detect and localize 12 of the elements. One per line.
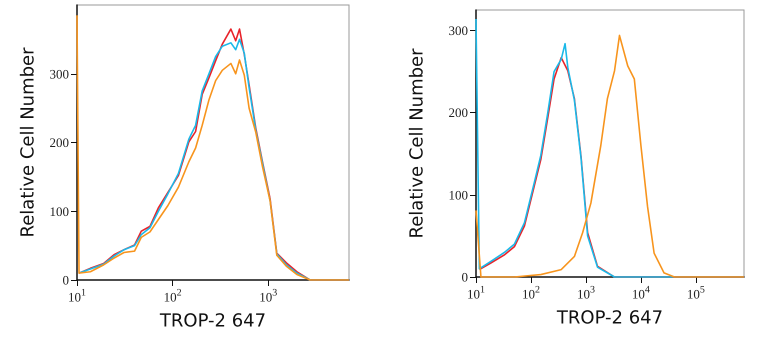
y-tick-label: 100 — [50, 204, 69, 219]
x-axis-title: TROP-2 647 — [556, 308, 664, 328]
y-tick-label: 200 — [50, 135, 69, 150]
y-tick-label: 100 — [448, 187, 468, 202]
y-tick-label: 300 — [50, 66, 69, 82]
y-axis-title: Relative Cell Number — [406, 48, 428, 238]
y-axis-title: Relative Cell Number — [18, 46, 38, 238]
y-tick-label: 0 — [462, 270, 468, 284]
y-tick-label: 300 — [448, 23, 468, 38]
y-tick-label: 200 — [448, 105, 468, 120]
y-tick-label: 0 — [62, 272, 69, 288]
x-axis-title: TROP-2 647 — [158, 310, 266, 332]
